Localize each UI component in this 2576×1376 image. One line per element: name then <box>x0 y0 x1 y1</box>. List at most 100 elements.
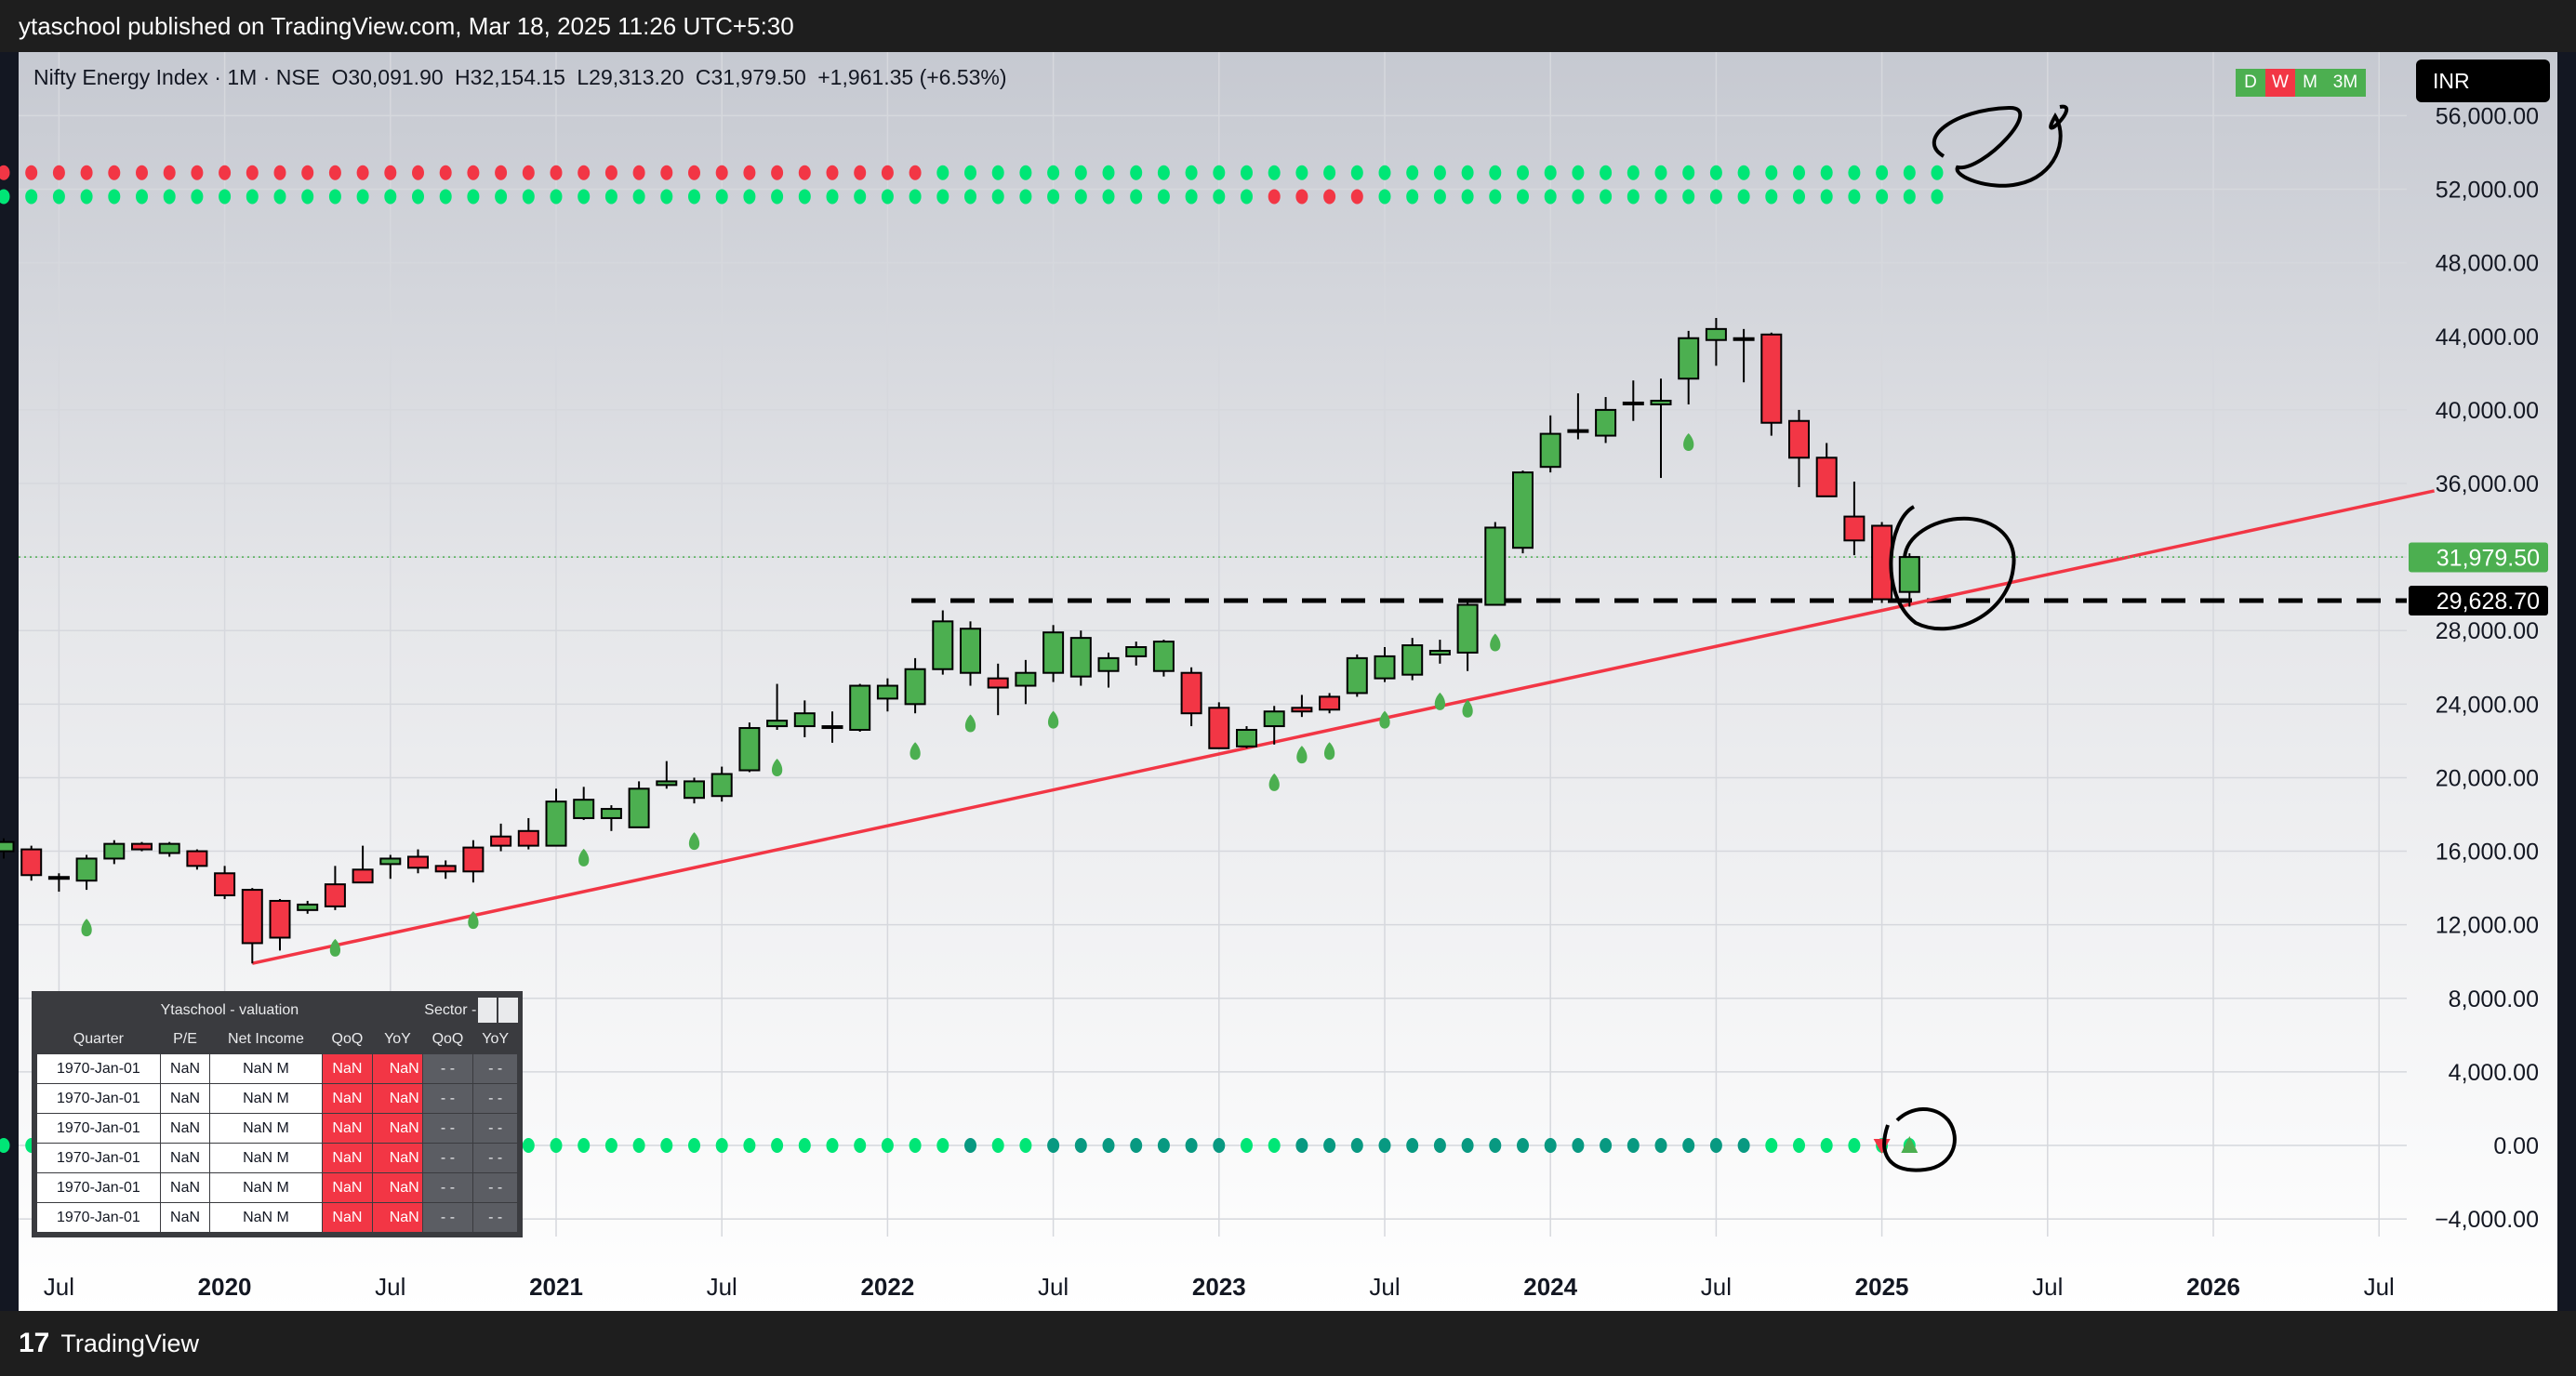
dot-top <box>1241 165 1253 180</box>
candle-body <box>241 889 263 945</box>
annotation-circle-top <box>1932 104 2068 188</box>
dot-mid <box>522 189 535 205</box>
signal-marker-icon <box>81 919 92 937</box>
arrow-up-icon <box>1901 1136 1919 1153</box>
dot-mid <box>1820 189 1833 205</box>
dot-mid <box>301 189 314 205</box>
dot-zero <box>1848 1138 1861 1153</box>
dot-top <box>136 165 148 180</box>
dot-mid <box>1654 189 1667 205</box>
ohlc-open: O30,091.90 <box>331 65 444 89</box>
tf-d: D <box>2236 69 2265 97</box>
col-yoy: YoY <box>372 1025 423 1054</box>
yoy-cell: NaN <box>372 1172 423 1203</box>
dot-zero <box>1406 1138 1419 1153</box>
dot-zero <box>1268 1138 1281 1153</box>
dot-top <box>1295 165 1308 180</box>
candle-body <box>876 684 898 700</box>
candle-body <box>1622 401 1644 405</box>
dot-zero <box>1793 1138 1805 1153</box>
dot-zero <box>1517 1138 1529 1153</box>
candle-body <box>849 684 871 732</box>
x-tick-label: Jul <box>2032 1273 2063 1301</box>
candle-body <box>269 899 291 939</box>
dot-zero <box>743 1138 756 1153</box>
candle-body <box>490 835 512 847</box>
candle-body <box>297 903 319 911</box>
dot-zero <box>604 1138 617 1153</box>
quarter-cell: 1970-Jan-01 <box>36 1053 161 1084</box>
candle-body <box>75 857 98 882</box>
dot-zero <box>715 1138 728 1153</box>
dot-top <box>301 165 314 180</box>
col-pe: P/E <box>160 1025 210 1054</box>
dot-mid <box>964 189 976 205</box>
dot-mid <box>412 189 424 205</box>
dot-mid <box>1378 189 1391 205</box>
dot-mid <box>246 189 259 205</box>
dot-mid <box>467 189 480 205</box>
dot-mid <box>909 189 922 205</box>
tradingview-logo-icon: 17 <box>19 1328 50 1358</box>
candle-body <box>324 883 346 907</box>
pe-cell: NaN <box>159 1053 211 1084</box>
candle-body <box>1788 419 1810 459</box>
candle-body <box>1484 526 1507 606</box>
yoy-cell: NaN <box>372 1113 423 1144</box>
candle-body <box>1346 656 1368 695</box>
dot-top <box>1627 165 1640 180</box>
dot-top <box>1737 165 1750 180</box>
signal-marker-icon <box>578 848 590 867</box>
candle-body <box>1733 337 1755 341</box>
dot-zero <box>660 1138 673 1153</box>
dot-mid <box>991 189 1004 205</box>
dot-top <box>1350 165 1363 180</box>
dot-mid <box>356 189 369 205</box>
dot-mid <box>771 189 784 205</box>
dot-top <box>439 165 452 180</box>
ohlc-close: C31,979.50 <box>695 65 806 89</box>
dot-zero <box>771 1138 784 1153</box>
dot-zero <box>1102 1138 1115 1153</box>
sector-qoq-cell: - - <box>421 1202 474 1233</box>
symbol-name[interactable]: Nifty Energy Index · 1M · NSE <box>33 65 321 89</box>
candle-body <box>1180 671 1202 715</box>
signal-markers <box>81 432 1694 957</box>
dot-mid <box>1709 189 1722 205</box>
x-tick-label: Jul <box>1038 1273 1069 1301</box>
dot-mid <box>1461 189 1474 205</box>
dot-top <box>854 165 867 180</box>
dot-mid <box>1931 189 1944 205</box>
dot-top <box>328 165 341 180</box>
currency-button[interactable]: INR <box>2416 60 2550 102</box>
x-tick-label: 2025 <box>1855 1273 1909 1301</box>
x-tick-label: 2026 <box>2186 1273 2240 1301</box>
candle-body <box>904 668 926 706</box>
col-sector-qoq: QoQ <box>422 1025 473 1054</box>
annotation-circle-mid <box>1889 505 2016 631</box>
candle-body <box>517 829 539 847</box>
candle-body <box>766 720 789 728</box>
dot-top <box>1213 165 1226 180</box>
dot-zero <box>1654 1138 1667 1153</box>
signal-marker-icon <box>910 742 921 761</box>
dot-zero <box>1489 1138 1502 1153</box>
candle-body <box>1152 641 1175 672</box>
dot-top <box>495 165 508 180</box>
dot-zero <box>632 1138 645 1153</box>
sector-yoy-cell: - - <box>472 1143 518 1173</box>
candle-body <box>1512 471 1534 549</box>
pe-cell: NaN <box>159 1113 211 1144</box>
candle-body <box>821 725 843 730</box>
dot-mid <box>219 189 232 205</box>
quarter-cell: 1970-Jan-01 <box>36 1083 161 1114</box>
net-income-cell: NaN M <box>209 1053 323 1084</box>
table-row: 1970-Jan-01 NaN NaN M NaN NaN - -- - <box>36 1143 518 1173</box>
symbol-legend[interactable]: Nifty Energy Index · 1M · NSE O30,091.90… <box>33 65 1013 90</box>
yoy-cell: NaN <box>372 1083 423 1114</box>
candle-body <box>379 857 402 866</box>
dot-zero <box>1600 1138 1613 1153</box>
dot-mid <box>163 189 176 205</box>
candle-body <box>793 712 816 728</box>
candle-body <box>628 787 650 828</box>
